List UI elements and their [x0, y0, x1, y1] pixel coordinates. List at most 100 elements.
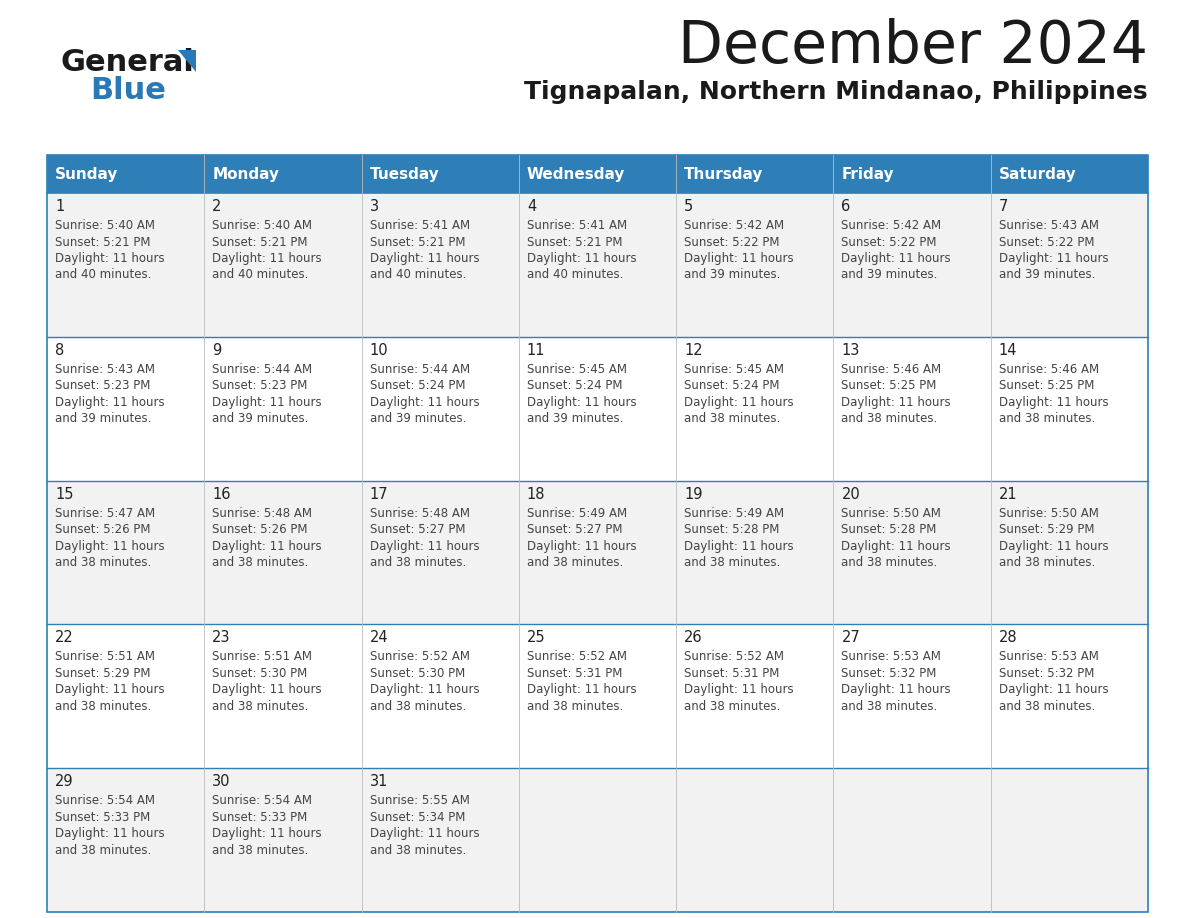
- Text: 7: 7: [999, 199, 1009, 214]
- Text: Daylight: 11 hours: Daylight: 11 hours: [55, 683, 165, 697]
- Text: Sunrise: 5:49 AM: Sunrise: 5:49 AM: [526, 507, 627, 520]
- Text: Sunrise: 5:41 AM: Sunrise: 5:41 AM: [526, 219, 627, 232]
- Text: Sunset: 5:28 PM: Sunset: 5:28 PM: [841, 523, 937, 536]
- Text: Sunset: 5:29 PM: Sunset: 5:29 PM: [999, 523, 1094, 536]
- Text: and 38 minutes.: and 38 minutes.: [213, 556, 309, 569]
- Text: Sunrise: 5:43 AM: Sunrise: 5:43 AM: [55, 363, 154, 375]
- Text: and 38 minutes.: and 38 minutes.: [55, 844, 151, 856]
- Text: Sunset: 5:32 PM: Sunset: 5:32 PM: [999, 666, 1094, 680]
- Text: Sunset: 5:26 PM: Sunset: 5:26 PM: [213, 523, 308, 536]
- Text: 9: 9: [213, 342, 221, 358]
- Text: Sunrise: 5:46 AM: Sunrise: 5:46 AM: [999, 363, 1099, 375]
- Text: and 38 minutes.: and 38 minutes.: [999, 412, 1095, 425]
- Text: and 39 minutes.: and 39 minutes.: [369, 412, 466, 425]
- Text: Sunrise: 5:52 AM: Sunrise: 5:52 AM: [684, 650, 784, 664]
- Text: Daylight: 11 hours: Daylight: 11 hours: [369, 396, 479, 409]
- Text: Sunset: 5:31 PM: Sunset: 5:31 PM: [526, 666, 623, 680]
- Text: Sunset: 5:21 PM: Sunset: 5:21 PM: [213, 236, 308, 249]
- Text: and 38 minutes.: and 38 minutes.: [369, 556, 466, 569]
- Text: Daylight: 11 hours: Daylight: 11 hours: [841, 540, 952, 553]
- Text: and 38 minutes.: and 38 minutes.: [369, 700, 466, 713]
- Text: Sunset: 5:24 PM: Sunset: 5:24 PM: [684, 379, 779, 392]
- Text: 29: 29: [55, 774, 74, 789]
- Text: Daylight: 11 hours: Daylight: 11 hours: [841, 396, 952, 409]
- Text: Sunrise: 5:54 AM: Sunrise: 5:54 AM: [213, 794, 312, 807]
- Text: and 38 minutes.: and 38 minutes.: [55, 556, 151, 569]
- Text: Sunset: 5:21 PM: Sunset: 5:21 PM: [369, 236, 465, 249]
- Text: Sunrise: 5:42 AM: Sunrise: 5:42 AM: [841, 219, 942, 232]
- Text: 18: 18: [526, 487, 545, 501]
- Text: and 38 minutes.: and 38 minutes.: [684, 556, 781, 569]
- Text: and 39 minutes.: and 39 minutes.: [684, 268, 781, 282]
- Text: 8: 8: [55, 342, 64, 358]
- Text: 1: 1: [55, 199, 64, 214]
- Text: Daylight: 11 hours: Daylight: 11 hours: [841, 683, 952, 697]
- Text: Daylight: 11 hours: Daylight: 11 hours: [999, 252, 1108, 265]
- Text: Sunset: 5:24 PM: Sunset: 5:24 PM: [526, 379, 623, 392]
- Text: Daylight: 11 hours: Daylight: 11 hours: [55, 396, 165, 409]
- Text: Daylight: 11 hours: Daylight: 11 hours: [999, 683, 1108, 697]
- Text: and 38 minutes.: and 38 minutes.: [55, 700, 151, 713]
- Bar: [48, 155, 1148, 193]
- Text: 11: 11: [526, 342, 545, 358]
- Text: and 39 minutes.: and 39 minutes.: [841, 268, 937, 282]
- Text: Sunset: 5:27 PM: Sunset: 5:27 PM: [369, 523, 465, 536]
- Text: Sunrise: 5:44 AM: Sunrise: 5:44 AM: [369, 363, 469, 375]
- Text: Sunrise: 5:51 AM: Sunrise: 5:51 AM: [213, 650, 312, 664]
- Text: and 40 minutes.: and 40 minutes.: [369, 268, 466, 282]
- Text: Daylight: 11 hours: Daylight: 11 hours: [213, 683, 322, 697]
- Polygon shape: [178, 50, 196, 72]
- Text: Sunset: 5:23 PM: Sunset: 5:23 PM: [55, 379, 151, 392]
- Text: Sunrise: 5:53 AM: Sunrise: 5:53 AM: [999, 650, 1099, 664]
- Text: Thursday: Thursday: [684, 166, 764, 182]
- Text: Sunrise: 5:45 AM: Sunrise: 5:45 AM: [684, 363, 784, 375]
- Text: Daylight: 11 hours: Daylight: 11 hours: [684, 396, 794, 409]
- Text: Monday: Monday: [213, 166, 279, 182]
- Text: Daylight: 11 hours: Daylight: 11 hours: [213, 827, 322, 840]
- Text: Tignapalan, Northern Mindanao, Philippines: Tignapalan, Northern Mindanao, Philippin…: [524, 80, 1148, 104]
- Text: 23: 23: [213, 631, 230, 645]
- Bar: [48, 624, 1148, 768]
- Text: Sunset: 5:31 PM: Sunset: 5:31 PM: [684, 666, 779, 680]
- Text: 25: 25: [526, 631, 545, 645]
- Text: Sunset: 5:33 PM: Sunset: 5:33 PM: [213, 811, 308, 823]
- Text: Sunset: 5:32 PM: Sunset: 5:32 PM: [841, 666, 937, 680]
- Text: Sunset: 5:25 PM: Sunset: 5:25 PM: [999, 379, 1094, 392]
- Text: Sunrise: 5:41 AM: Sunrise: 5:41 AM: [369, 219, 469, 232]
- Text: Sunset: 5:27 PM: Sunset: 5:27 PM: [526, 523, 623, 536]
- Text: and 38 minutes.: and 38 minutes.: [684, 700, 781, 713]
- Text: 30: 30: [213, 774, 230, 789]
- Text: Sunrise: 5:52 AM: Sunrise: 5:52 AM: [526, 650, 627, 664]
- Bar: [48, 337, 1148, 481]
- Text: Sunrise: 5:53 AM: Sunrise: 5:53 AM: [841, 650, 941, 664]
- Text: Sunset: 5:30 PM: Sunset: 5:30 PM: [213, 666, 308, 680]
- Text: and 38 minutes.: and 38 minutes.: [213, 844, 309, 856]
- Text: Daylight: 11 hours: Daylight: 11 hours: [526, 396, 637, 409]
- Text: Daylight: 11 hours: Daylight: 11 hours: [55, 540, 165, 553]
- Text: Sunrise: 5:45 AM: Sunrise: 5:45 AM: [526, 363, 627, 375]
- Text: 27: 27: [841, 631, 860, 645]
- Text: Daylight: 11 hours: Daylight: 11 hours: [999, 540, 1108, 553]
- Text: Daylight: 11 hours: Daylight: 11 hours: [213, 396, 322, 409]
- Text: 3: 3: [369, 199, 379, 214]
- Text: and 39 minutes.: and 39 minutes.: [213, 412, 309, 425]
- Text: and 39 minutes.: and 39 minutes.: [999, 268, 1095, 282]
- Text: Wednesday: Wednesday: [526, 166, 625, 182]
- Text: Sunset: 5:21 PM: Sunset: 5:21 PM: [55, 236, 151, 249]
- Text: and 40 minutes.: and 40 minutes.: [55, 268, 151, 282]
- Text: Daylight: 11 hours: Daylight: 11 hours: [369, 252, 479, 265]
- Text: 31: 31: [369, 774, 388, 789]
- Bar: [48, 481, 1148, 624]
- Text: Sunrise: 5:49 AM: Sunrise: 5:49 AM: [684, 507, 784, 520]
- Text: Sunset: 5:24 PM: Sunset: 5:24 PM: [369, 379, 465, 392]
- Text: 13: 13: [841, 342, 860, 358]
- Text: Daylight: 11 hours: Daylight: 11 hours: [684, 683, 794, 697]
- Text: 4: 4: [526, 199, 536, 214]
- Text: December 2024: December 2024: [678, 18, 1148, 75]
- Text: Daylight: 11 hours: Daylight: 11 hours: [55, 827, 165, 840]
- Text: Friday: Friday: [841, 166, 895, 182]
- Text: Sunday: Sunday: [55, 166, 119, 182]
- Text: Sunset: 5:22 PM: Sunset: 5:22 PM: [684, 236, 779, 249]
- Text: General: General: [61, 48, 194, 77]
- Text: Daylight: 11 hours: Daylight: 11 hours: [369, 540, 479, 553]
